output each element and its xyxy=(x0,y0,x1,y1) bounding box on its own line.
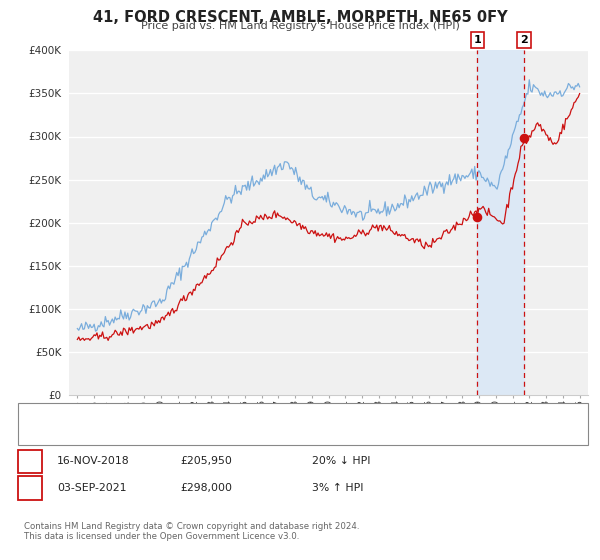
Point xyxy=(519,134,529,143)
Text: 1: 1 xyxy=(26,455,34,468)
Text: 2: 2 xyxy=(26,481,34,494)
Text: £205,950: £205,950 xyxy=(180,456,232,466)
Text: HPI: Average price, detached house, Northumberland: HPI: Average price, detached house, Nort… xyxy=(57,428,323,438)
Point xyxy=(472,213,482,222)
Bar xyxy=(477,50,524,395)
Text: 2: 2 xyxy=(520,35,528,45)
Text: 03-SEP-2021: 03-SEP-2021 xyxy=(57,483,127,493)
Text: 1: 1 xyxy=(473,35,481,45)
Text: —: — xyxy=(33,426,48,441)
Text: 20% ↓ HPI: 20% ↓ HPI xyxy=(312,456,371,466)
Text: Contains HM Land Registry data © Crown copyright and database right 2024.: Contains HM Land Registry data © Crown c… xyxy=(24,522,359,531)
Text: 16-NOV-2018: 16-NOV-2018 xyxy=(57,456,130,466)
Text: —: — xyxy=(33,408,49,422)
Text: 41, FORD CRESCENT, AMBLE, MORPETH, NE65 0FY: 41, FORD CRESCENT, AMBLE, MORPETH, NE65 … xyxy=(92,10,508,25)
Text: Price paid vs. HM Land Registry's House Price Index (HPI): Price paid vs. HM Land Registry's House … xyxy=(140,21,460,31)
Text: This data is licensed under the Open Government Licence v3.0.: This data is licensed under the Open Gov… xyxy=(24,532,299,541)
Text: £298,000: £298,000 xyxy=(180,483,232,493)
Text: 41, FORD CRESCENT, AMBLE, MORPETH, NE65 0FY (detached house): 41, FORD CRESCENT, AMBLE, MORPETH, NE65 … xyxy=(57,410,401,420)
Text: 3% ↑ HPI: 3% ↑ HPI xyxy=(312,483,364,493)
